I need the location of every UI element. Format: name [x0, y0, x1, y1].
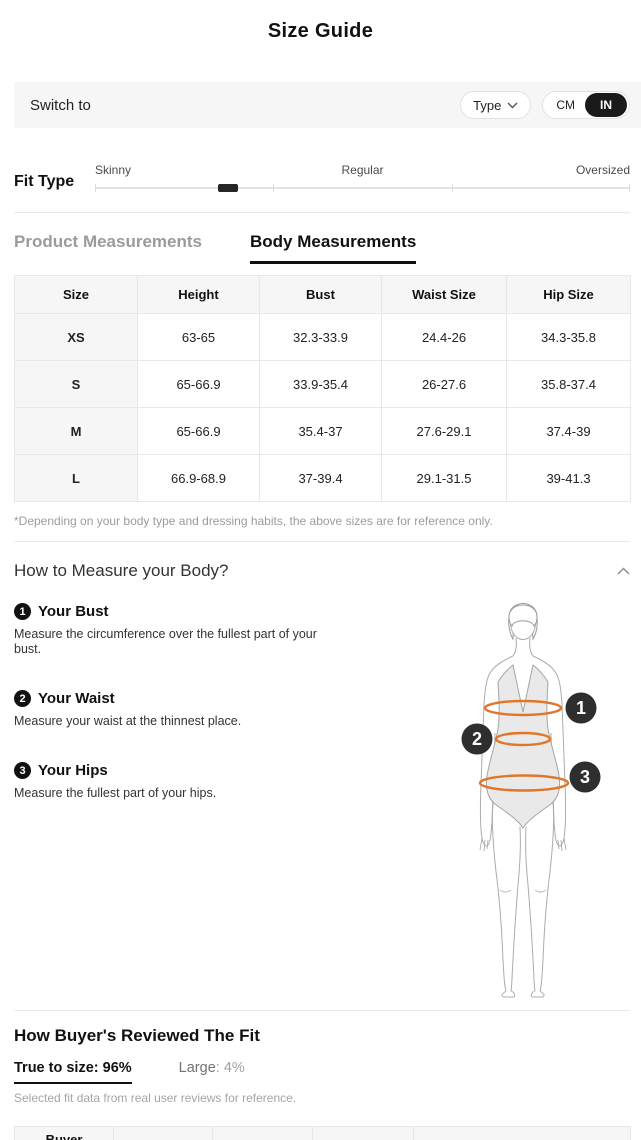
- tab-product-measurements[interactable]: Product Measurements: [14, 232, 202, 251]
- measure-item-title: Your Bust: [38, 603, 109, 620]
- waist-cell: 29.1-31.5: [381, 454, 507, 502]
- fit-option-regular: Regular: [341, 163, 384, 177]
- waist-cell: 26-27.6: [381, 360, 507, 408]
- chevron-down-icon: [507, 102, 518, 108]
- step-3-badge: 3: [14, 762, 31, 779]
- bust-cell: 37-39.4: [259, 454, 382, 502]
- measurement-tabs: Product Measurements Body Measurements: [14, 232, 417, 264]
- divider: [14, 541, 630, 542]
- size-table-footnote: *Depending on your body type and dressin…: [14, 514, 493, 528]
- figure-badge-3: 3: [569, 761, 601, 793]
- hip-cell: 34.3-35.8: [506, 313, 631, 361]
- svg-text:1: 1: [576, 698, 586, 718]
- waist-cell: 24.4-26: [381, 313, 507, 361]
- hip-cell: 39-41.3: [506, 454, 631, 502]
- col-bust: Bust: [259, 275, 382, 314]
- measure-item-title: Your Hips: [38, 762, 108, 779]
- tab-body-measurements[interactable]: Body Measurements: [250, 232, 417, 264]
- fit-type-slider-marker[interactable]: [218, 184, 238, 192]
- col-buyer: Buyer: [14, 1126, 114, 1140]
- bust-cell: 33.9-35.4: [259, 360, 382, 408]
- fit-stats: True to size: 96% Large: 4%: [14, 1060, 245, 1084]
- measure-items: 1 Your Bust Measure the circumference ov…: [14, 603, 344, 801]
- body-figure-illustration: 1 2 3: [461, 603, 601, 998]
- height-cell: 65-66.9: [137, 360, 260, 408]
- measure-item-title: Your Waist: [38, 690, 115, 707]
- col-size: Size: [14, 275, 138, 314]
- measure-item-desc: Measure the fullest part of your hips.: [14, 786, 217, 800]
- size-cell: M: [14, 407, 138, 455]
- bust-cell: 35.4-37: [259, 407, 382, 455]
- divider: [14, 1010, 630, 1011]
- col-waist: Waist Size: [381, 275, 507, 314]
- stat-large[interactable]: Large: 4%: [178, 1060, 245, 1076]
- figure-badge-1: 1: [565, 692, 597, 724]
- stat-true-to-size[interactable]: True to size: 96%: [14, 1060, 132, 1084]
- fit-type-slider-track[interactable]: [95, 184, 630, 192]
- slider-tick: [273, 184, 274, 192]
- slider-tick: [452, 184, 453, 192]
- table-row: L 66.9-68.9 37-39.4 29.1-31.5 39-41.3: [14, 454, 631, 502]
- bust-cell: 32.3-33.9: [259, 313, 382, 361]
- measure-section-title: How to Measure your Body?: [14, 561, 229, 580]
- divider: [14, 212, 630, 213]
- measure-item-waist: 2 Your Waist Measure your waist at the t…: [14, 690, 344, 729]
- type-dropdown[interactable]: Type: [460, 91, 532, 119]
- fit-option-skinny: Skinny: [95, 163, 132, 177]
- switch-bar: Switch to Type CM IN: [14, 82, 641, 128]
- step-2-badge: 2: [14, 690, 31, 707]
- height-cell: 66.9-68.9: [137, 454, 260, 502]
- unit-toggle[interactable]: CM IN: [542, 91, 630, 119]
- col-hip: Hip Size: [506, 275, 631, 314]
- size-table: Size Height Bust Waist Size Hip Size XS …: [14, 275, 631, 502]
- review-note: Selected fit data from real user reviews…: [14, 1091, 297, 1105]
- hip-cell: 35.8-37.4: [506, 360, 631, 408]
- page-title: Size Guide: [267, 20, 374, 42]
- height-cell: 65-66.9: [137, 407, 260, 455]
- waist-cell: 27.6-29.1: [381, 407, 507, 455]
- hip-cell: 37.4-39: [506, 407, 631, 455]
- height-cell: 63-65: [137, 313, 260, 361]
- type-dropdown-label: Type: [473, 97, 502, 113]
- col-height: Height: [137, 275, 260, 314]
- unit-option-in[interactable]: IN: [585, 93, 627, 117]
- fit-type-label: Fit Type: [14, 173, 75, 190]
- fit-option-oversized: Oversized: [575, 163, 630, 177]
- unit-option-cm[interactable]: CM: [556, 98, 575, 112]
- switch-to-label: Switch to: [30, 96, 91, 114]
- slider-tick: [95, 184, 96, 192]
- measure-item-hips: 3 Your Hips Measure the fullest part of …: [14, 762, 344, 801]
- switch-controls: Type CM IN: [460, 91, 630, 119]
- slider-tick: [629, 184, 630, 192]
- size-table-header-row: Size Height Bust Waist Size Hip Size: [14, 275, 631, 314]
- size-cell: XS: [14, 313, 138, 361]
- table-row: XS 63-65 32.3-33.9 24.4-26 34.3-35.8: [14, 313, 631, 361]
- body-figure: 1 2 3: [448, 593, 603, 998]
- figure-badge-2: 2: [461, 723, 493, 755]
- measure-item-desc: Measure the circumference over the fulle…: [14, 627, 317, 656]
- measure-item-desc: Measure your waist at the thinnest place…: [14, 714, 242, 728]
- collapse-chevron-up-icon[interactable]: [617, 567, 630, 575]
- buyer-review-table: Buyer: [14, 1126, 631, 1140]
- measure-section-header: How to Measure your Body?: [14, 561, 630, 581]
- svg-text:2: 2: [472, 729, 482, 749]
- svg-text:3: 3: [580, 767, 590, 787]
- table-row: M 65-66.9 35.4-37 27.6-29.1 37.4-39: [14, 407, 631, 455]
- size-cell: S: [14, 360, 138, 408]
- buyer-table-header-row: Buyer: [14, 1126, 631, 1140]
- size-cell: L: [14, 454, 138, 502]
- measure-item-bust: 1 Your Bust Measure the circumference ov…: [14, 603, 344, 657]
- table-row: S 65-66.9 33.9-35.4 26-27.6 35.8-37.4: [14, 360, 631, 408]
- review-section-title: How Buyer's Reviewed The Fit: [14, 1026, 260, 1045]
- step-1-badge: 1: [14, 603, 31, 620]
